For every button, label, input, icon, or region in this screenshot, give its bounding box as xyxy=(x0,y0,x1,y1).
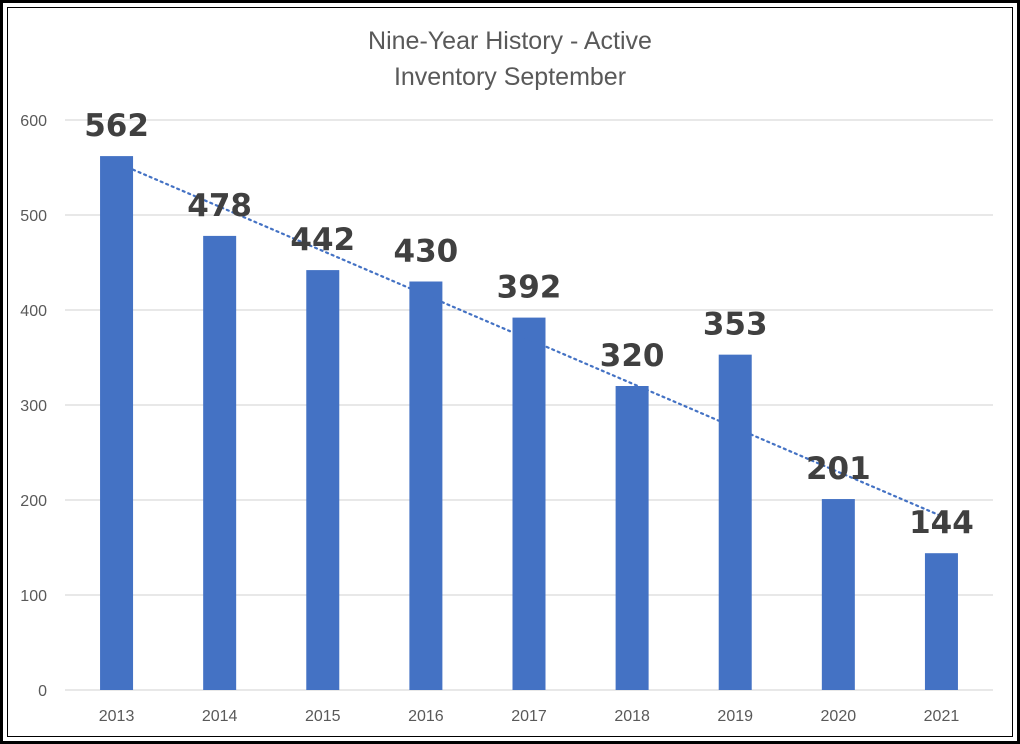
bar xyxy=(203,235,237,690)
bar xyxy=(306,270,340,690)
chart-inner-border xyxy=(7,7,1013,737)
data-label: 320 xyxy=(600,338,665,374)
data-labels: 562 478 442 430 392 320 353 201 144 xyxy=(84,108,974,541)
bar xyxy=(821,499,855,690)
x-tick-label: 2019 xyxy=(717,708,753,725)
y-tick-label: 600 xyxy=(20,113,47,130)
bar xyxy=(924,553,958,690)
x-axis-tick-labels: 2013 2014 2015 2016 2017 2018 2019 2020 2021 xyxy=(99,708,960,725)
trendline xyxy=(115,161,943,518)
data-label: 353 xyxy=(703,307,768,343)
data-label: 392 xyxy=(497,270,562,306)
bars xyxy=(100,156,958,691)
y-tick-label: 0 xyxy=(38,683,47,700)
bar xyxy=(615,386,649,690)
y-tick-label: 200 xyxy=(20,493,47,510)
data-label: 562 xyxy=(84,108,149,144)
data-label: 430 xyxy=(394,234,459,270)
data-label: 201 xyxy=(806,451,871,487)
chart-title-line-1: Nine-Year History - Active xyxy=(368,27,652,55)
y-tick-label: 300 xyxy=(20,398,47,415)
x-tick-label: 2017 xyxy=(511,708,547,725)
x-tick-label: 2016 xyxy=(408,708,444,725)
y-tick-label: 100 xyxy=(20,588,47,605)
x-tick-label: 2013 xyxy=(99,708,135,725)
bar xyxy=(718,354,752,690)
chart-title-line-2: Inventory September xyxy=(394,63,626,91)
data-label: 478 xyxy=(187,188,252,224)
x-tick-label: 2021 xyxy=(924,708,960,725)
data-label: 144 xyxy=(909,505,974,541)
bar xyxy=(100,156,134,691)
y-tick-label: 500 xyxy=(20,208,47,225)
trendline-group xyxy=(115,161,943,518)
y-tick-label: 400 xyxy=(20,303,47,320)
data-label: 442 xyxy=(290,222,355,258)
x-tick-label: 2014 xyxy=(202,708,238,725)
bar xyxy=(409,281,443,690)
y-axis-tick-labels: 0 100 200 300 400 500 600 xyxy=(20,113,47,700)
x-tick-label: 2020 xyxy=(821,708,857,725)
x-tick-label: 2015 xyxy=(305,708,341,725)
x-tick-label: 2018 xyxy=(614,708,650,725)
bar xyxy=(512,317,546,690)
